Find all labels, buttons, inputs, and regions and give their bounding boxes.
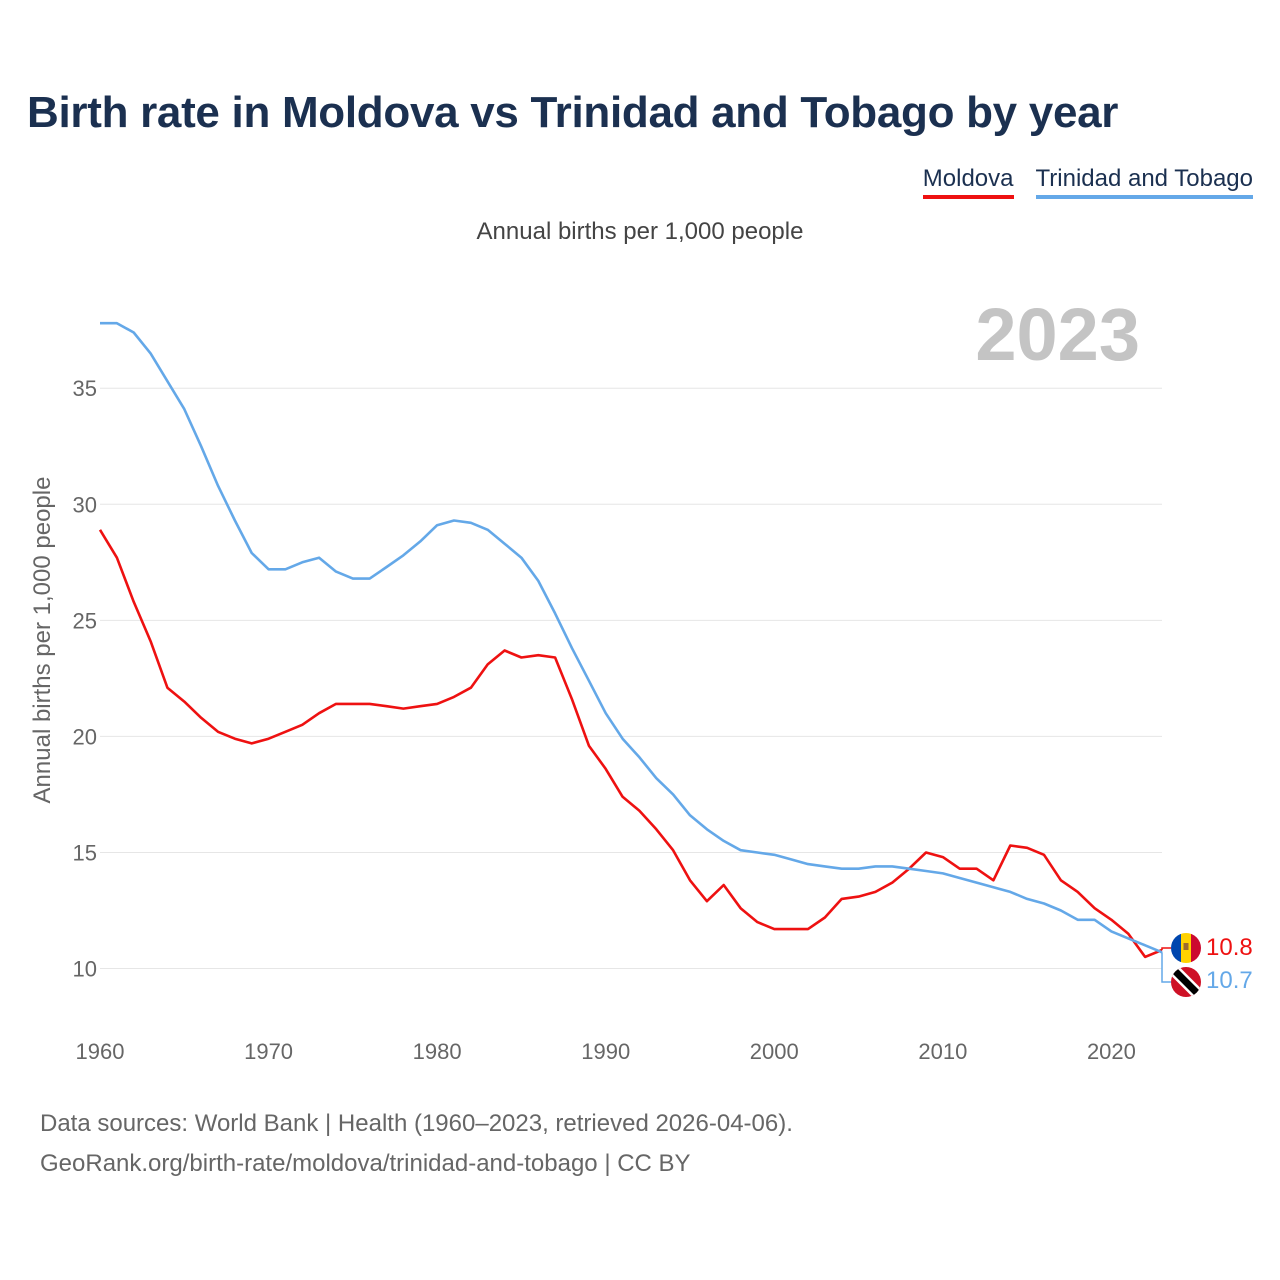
x-tick-label: 2020 <box>1087 1039 1136 1064</box>
y-tick-label: 35 <box>73 376 97 401</box>
y-tick-label: 10 <box>73 957 97 982</box>
chart-title: Birth rate in Moldova vs Trinidad and To… <box>27 88 1119 137</box>
trinidad-and-tobago-flag-icon <box>1171 967 1201 997</box>
chart-subtitle: Annual births per 1,000 people <box>476 218 804 245</box>
moldova-flag-icon <box>1171 933 1201 963</box>
y-tick-label: 25 <box>73 608 97 633</box>
year-label: 2023 <box>975 293 1140 376</box>
legend: Moldova Trinidad and Tobago <box>922 165 1253 199</box>
x-tick-label: 2000 <box>750 1039 799 1064</box>
x-tick-label: 1970 <box>244 1039 293 1064</box>
trinidad-and-tobago-line <box>100 321 1163 954</box>
moldova-line <box>98 529 1163 959</box>
x-tick-label: 1980 <box>413 1039 462 1064</box>
y-tick-label: 15 <box>73 840 97 865</box>
x-tick-label: 1990 <box>581 1039 630 1064</box>
footer: Data sources: World Bank | Health (1960–… <box>40 1104 793 1184</box>
legend-item-trinidad-and-tobago[interactable]: Trinidad and Tobago <box>1035 165 1253 199</box>
y-tick-label: 30 <box>73 492 97 517</box>
x-tick-label: 1960 <box>76 1039 125 1064</box>
moldova-end-value: 10.8 <box>1206 934 1253 961</box>
source-url: GeoRank.org/birth-rate/moldova/trinidad-… <box>40 1150 691 1177</box>
y-axis-label: Annual births per 1,000 people <box>29 477 56 804</box>
x-tick-label: 2010 <box>918 1039 967 1064</box>
moldova-end-connector <box>1161 947 1171 950</box>
trinidad-end-value: 10.7 <box>1206 967 1253 994</box>
data-source-note: Data sources: World Bank | Health (1960–… <box>40 1110 793 1137</box>
y-tick-label: 20 <box>73 724 97 749</box>
trinidad-end-connector <box>1161 952 1171 983</box>
legend-item-moldova[interactable]: Moldova <box>922 165 1014 199</box>
